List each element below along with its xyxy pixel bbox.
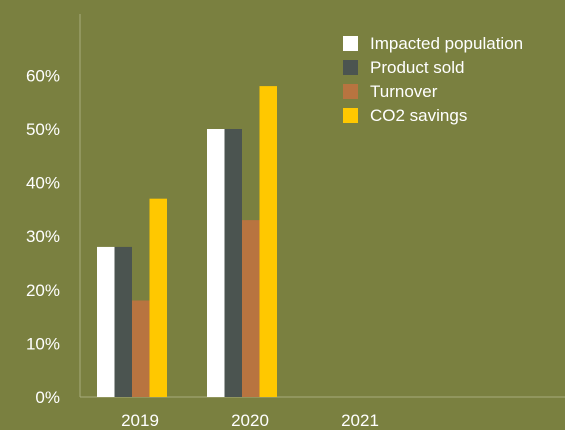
bar-product-sold-2019	[114, 246, 132, 397]
x-tick-label: 2021	[341, 411, 379, 430]
legend-label: Product sold	[370, 58, 465, 77]
y-tick-labels: 0% 10% 20% 30% 40% 50% 60%	[26, 66, 60, 407]
y-tick-label: 40%	[26, 174, 60, 193]
y-tick-label: 20%	[26, 281, 60, 300]
legend: Impacted population Product sold Turnover C…	[343, 34, 523, 125]
bar-turnover-2019	[132, 300, 150, 397]
legend-swatch	[343, 84, 358, 99]
y-tick-label: 10%	[26, 334, 60, 353]
bar-impacted-population-2019	[97, 246, 115, 397]
x-tick-label: 2019	[121, 411, 159, 430]
legend-swatch	[343, 36, 358, 51]
x-tick-label: 2020	[231, 411, 269, 430]
bar-product-sold-2020	[224, 129, 242, 397]
legend-label: CO2 savings	[370, 106, 467, 125]
y-tick-label: 60%	[26, 66, 60, 85]
bar-turnover-2020	[242, 220, 260, 397]
y-tick-label: 0%	[35, 388, 60, 407]
legend-label: Impacted population	[370, 34, 523, 53]
legend-swatch	[343, 108, 358, 123]
x-tick-labels: 2019 2020 2021	[121, 411, 379, 430]
bar-co2-savings-2020	[259, 86, 277, 398]
bar-impacted-population-2020	[207, 129, 225, 397]
y-tick-label: 50%	[26, 120, 60, 139]
y-tick-label: 30%	[26, 227, 60, 246]
legend-swatch	[343, 60, 358, 75]
bars-group	[97, 86, 277, 398]
legend-label: Turnover	[370, 82, 438, 101]
bar-co2-savings-2019	[149, 198, 167, 397]
